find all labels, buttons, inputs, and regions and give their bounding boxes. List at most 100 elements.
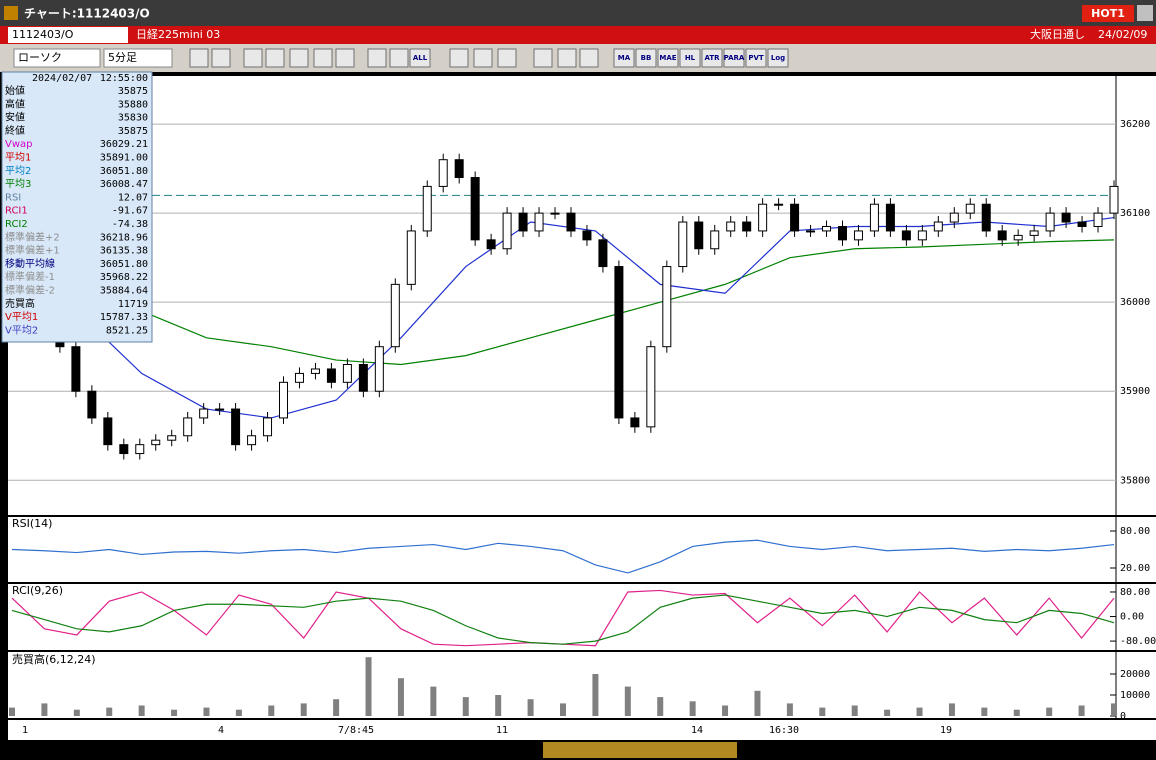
volume-bar — [495, 695, 502, 717]
candle — [422, 185, 432, 232]
candle — [981, 203, 991, 232]
tool-button[interactable] — [497, 48, 517, 68]
volume-bar — [365, 657, 372, 717]
tool-button[interactable] — [579, 48, 599, 68]
main-panel — [8, 76, 1156, 515]
tool-button[interactable] — [473, 48, 493, 68]
tool-button[interactable] — [313, 48, 333, 68]
candle — [853, 230, 863, 241]
tool-button[interactable] — [335, 48, 355, 68]
tool-button[interactable] — [657, 48, 679, 68]
scroll-thumb[interactable] — [543, 742, 737, 758]
tool-button[interactable] — [389, 48, 409, 68]
tool-button[interactable] — [289, 48, 309, 68]
x-tick-label: 7/8:45 — [338, 725, 374, 736]
volume-bar — [884, 709, 891, 717]
tool-button[interactable] — [613, 48, 635, 68]
info-value: 36135.38 — [100, 246, 148, 257]
interval-select[interactable] — [103, 48, 173, 68]
chart-type-select[interactable] — [13, 48, 101, 68]
tool-button[interactable] — [189, 48, 209, 68]
info-label: 終値 — [5, 124, 25, 137]
tool-button[interactable] — [767, 48, 789, 68]
y-tick-label: 20000 — [1120, 669, 1150, 680]
x-axis — [8, 720, 1156, 740]
symbol-input[interactable] — [8, 27, 128, 43]
info-time: 12:55:00 — [100, 73, 148, 84]
y-tick-label: 35900 — [1120, 386, 1150, 397]
candle — [726, 221, 736, 232]
tool-button[interactable] — [745, 48, 767, 68]
tool-button[interactable] — [635, 48, 657, 68]
candle — [326, 368, 336, 383]
candle — [199, 408, 209, 419]
candle — [694, 221, 704, 250]
candle — [135, 444, 145, 455]
info-value: 36008.47 — [100, 179, 148, 190]
tool-button[interactable] — [265, 48, 285, 68]
volume-bar — [851, 705, 858, 717]
candle — [614, 266, 624, 419]
candle — [454, 159, 464, 179]
candle — [997, 230, 1007, 241]
tool-button[interactable] — [211, 48, 231, 68]
candle — [486, 239, 496, 250]
candle — [582, 230, 592, 241]
volume-bar — [1111, 703, 1117, 717]
volume-title: 売買高(6,12,24) — [12, 652, 96, 666]
info-label: RSI — [5, 192, 21, 203]
candle — [1077, 221, 1087, 227]
tool-button[interactable] — [557, 48, 577, 68]
info-value: 11719 — [118, 299, 148, 310]
tool-button[interactable] — [449, 48, 469, 68]
info-label: 平均1 — [5, 152, 31, 164]
info-value: 35875 — [118, 126, 148, 137]
volume-bar — [1046, 707, 1053, 717]
tool-button[interactable] — [533, 48, 553, 68]
symbol-code: 1112403/O — [12, 28, 74, 41]
y-tick-label: 0.00 — [1120, 612, 1144, 623]
candle — [1045, 212, 1055, 232]
y-tick-label: 35800 — [1120, 475, 1150, 486]
hot-badge[interactable] — [1082, 5, 1134, 22]
tool-button-label: MAE — [659, 54, 676, 62]
candle — [1061, 212, 1071, 223]
volume-bar — [1078, 705, 1085, 717]
y-tick-label: 36000 — [1120, 297, 1150, 308]
y-tick-label: 10000 — [1120, 690, 1150, 701]
volume-bar — [948, 703, 955, 717]
close-button[interactable] — [1137, 5, 1153, 21]
info-value: 35830 — [118, 113, 148, 124]
volume-bar — [106, 707, 113, 717]
tool-button[interactable] — [701, 48, 723, 68]
info-label: 売買高 — [5, 297, 35, 310]
volume-bar — [73, 709, 80, 717]
ma3-line — [11, 239, 1115, 366]
volume-bar — [235, 709, 242, 717]
tool-button[interactable] — [243, 48, 263, 68]
tool-button-label: Log — [771, 54, 785, 62]
tool-button-label: HL — [685, 54, 696, 62]
candle — [183, 417, 193, 437]
interval: 5分足 — [108, 51, 137, 64]
x-tick-label: 14 — [691, 725, 703, 736]
info-label: 高値 — [5, 97, 25, 110]
candle — [949, 212, 959, 223]
tool-button-label: MA — [618, 54, 631, 62]
candle — [87, 390, 97, 419]
info-value: 15787.33 — [100, 312, 148, 323]
symbol-bar — [0, 26, 1156, 44]
hot-badge-label: HOT1 — [1091, 7, 1125, 20]
tool-button-label: PARA — [724, 54, 745, 62]
tool-button[interactable] — [679, 48, 701, 68]
tool-button[interactable] — [367, 48, 387, 68]
candle — [167, 435, 177, 441]
info-label: RCI1 — [5, 206, 28, 217]
y-tick-label: 0 — [1120, 711, 1126, 722]
info-value: 35968.22 — [100, 272, 148, 283]
x-tick-label: 11 — [496, 725, 508, 736]
volume-bar — [527, 699, 534, 717]
tool-button[interactable] — [409, 48, 431, 68]
tool-button[interactable] — [723, 48, 745, 68]
